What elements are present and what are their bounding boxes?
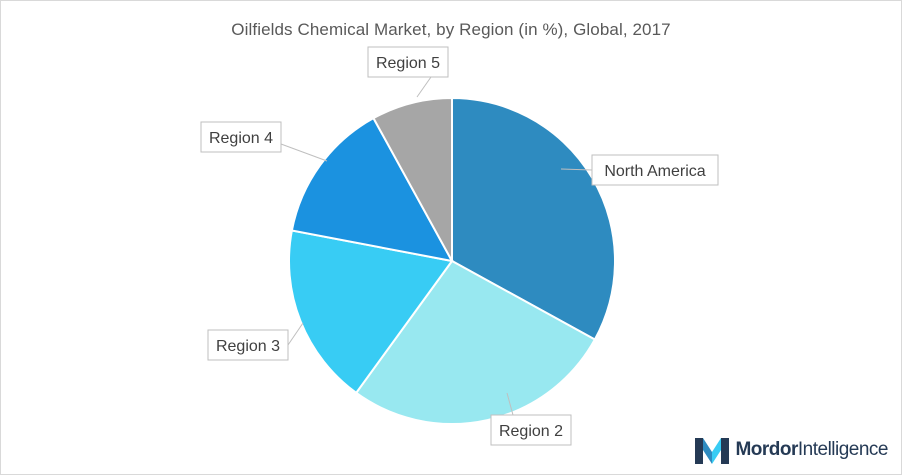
- pie-slices: [288, 96, 616, 425]
- leader-line-region-5: [416, 76, 432, 98]
- leader-line-region-2: [506, 392, 514, 416]
- callout-box-region-3: [207, 329, 289, 361]
- callout-region-3: Region 3: [207, 329, 289, 361]
- callout-box-region-2: [490, 414, 572, 446]
- leader-line-region-3: [287, 322, 304, 346]
- slice-label-region-4: Region 4: [209, 130, 273, 147]
- callout-leaders: [280, 76, 593, 416]
- callout-box-north-america: [591, 154, 719, 186]
- pie-slice-region-2: [354, 259, 597, 425]
- callout-region-4: Region 4: [200, 121, 282, 153]
- chart-title: Oilfields Chemical Market, by Region (in…: [231, 20, 671, 39]
- leader-line-north-america: [560, 168, 593, 171]
- slice-label-region-2: Region 2: [499, 423, 563, 440]
- callout-box-region-5: [367, 46, 449, 78]
- slice-label-north-america: North America: [604, 163, 705, 180]
- slice-label-region-5: Region 5: [376, 55, 440, 72]
- callout-region-2: Region 2: [490, 414, 572, 446]
- pie-slice-region-3: [288, 229, 454, 395]
- slice-label-region-3: Region 3: [216, 338, 280, 355]
- callout-region-5: Region 5: [367, 46, 449, 78]
- logo-word-mordor: Mordor: [735, 439, 798, 460]
- pie-slice-region-4: [290, 116, 454, 263]
- leader-line-region-4: [280, 143, 328, 162]
- pie-slice-region-5: [372, 96, 453, 262]
- mordor-intelligence-logo: Mordor Intelligence: [693, 432, 889, 468]
- slice-labels: North America Region 2 Region 3 Region 4 Reg…: [200, 46, 719, 446]
- callout-north-america: North America: [591, 154, 719, 186]
- callout-box-region-4: [200, 121, 282, 153]
- mordor-intelligence-logo-icon: [695, 438, 730, 464]
- logo-word-intelligence: Intelligence: [797, 439, 889, 460]
